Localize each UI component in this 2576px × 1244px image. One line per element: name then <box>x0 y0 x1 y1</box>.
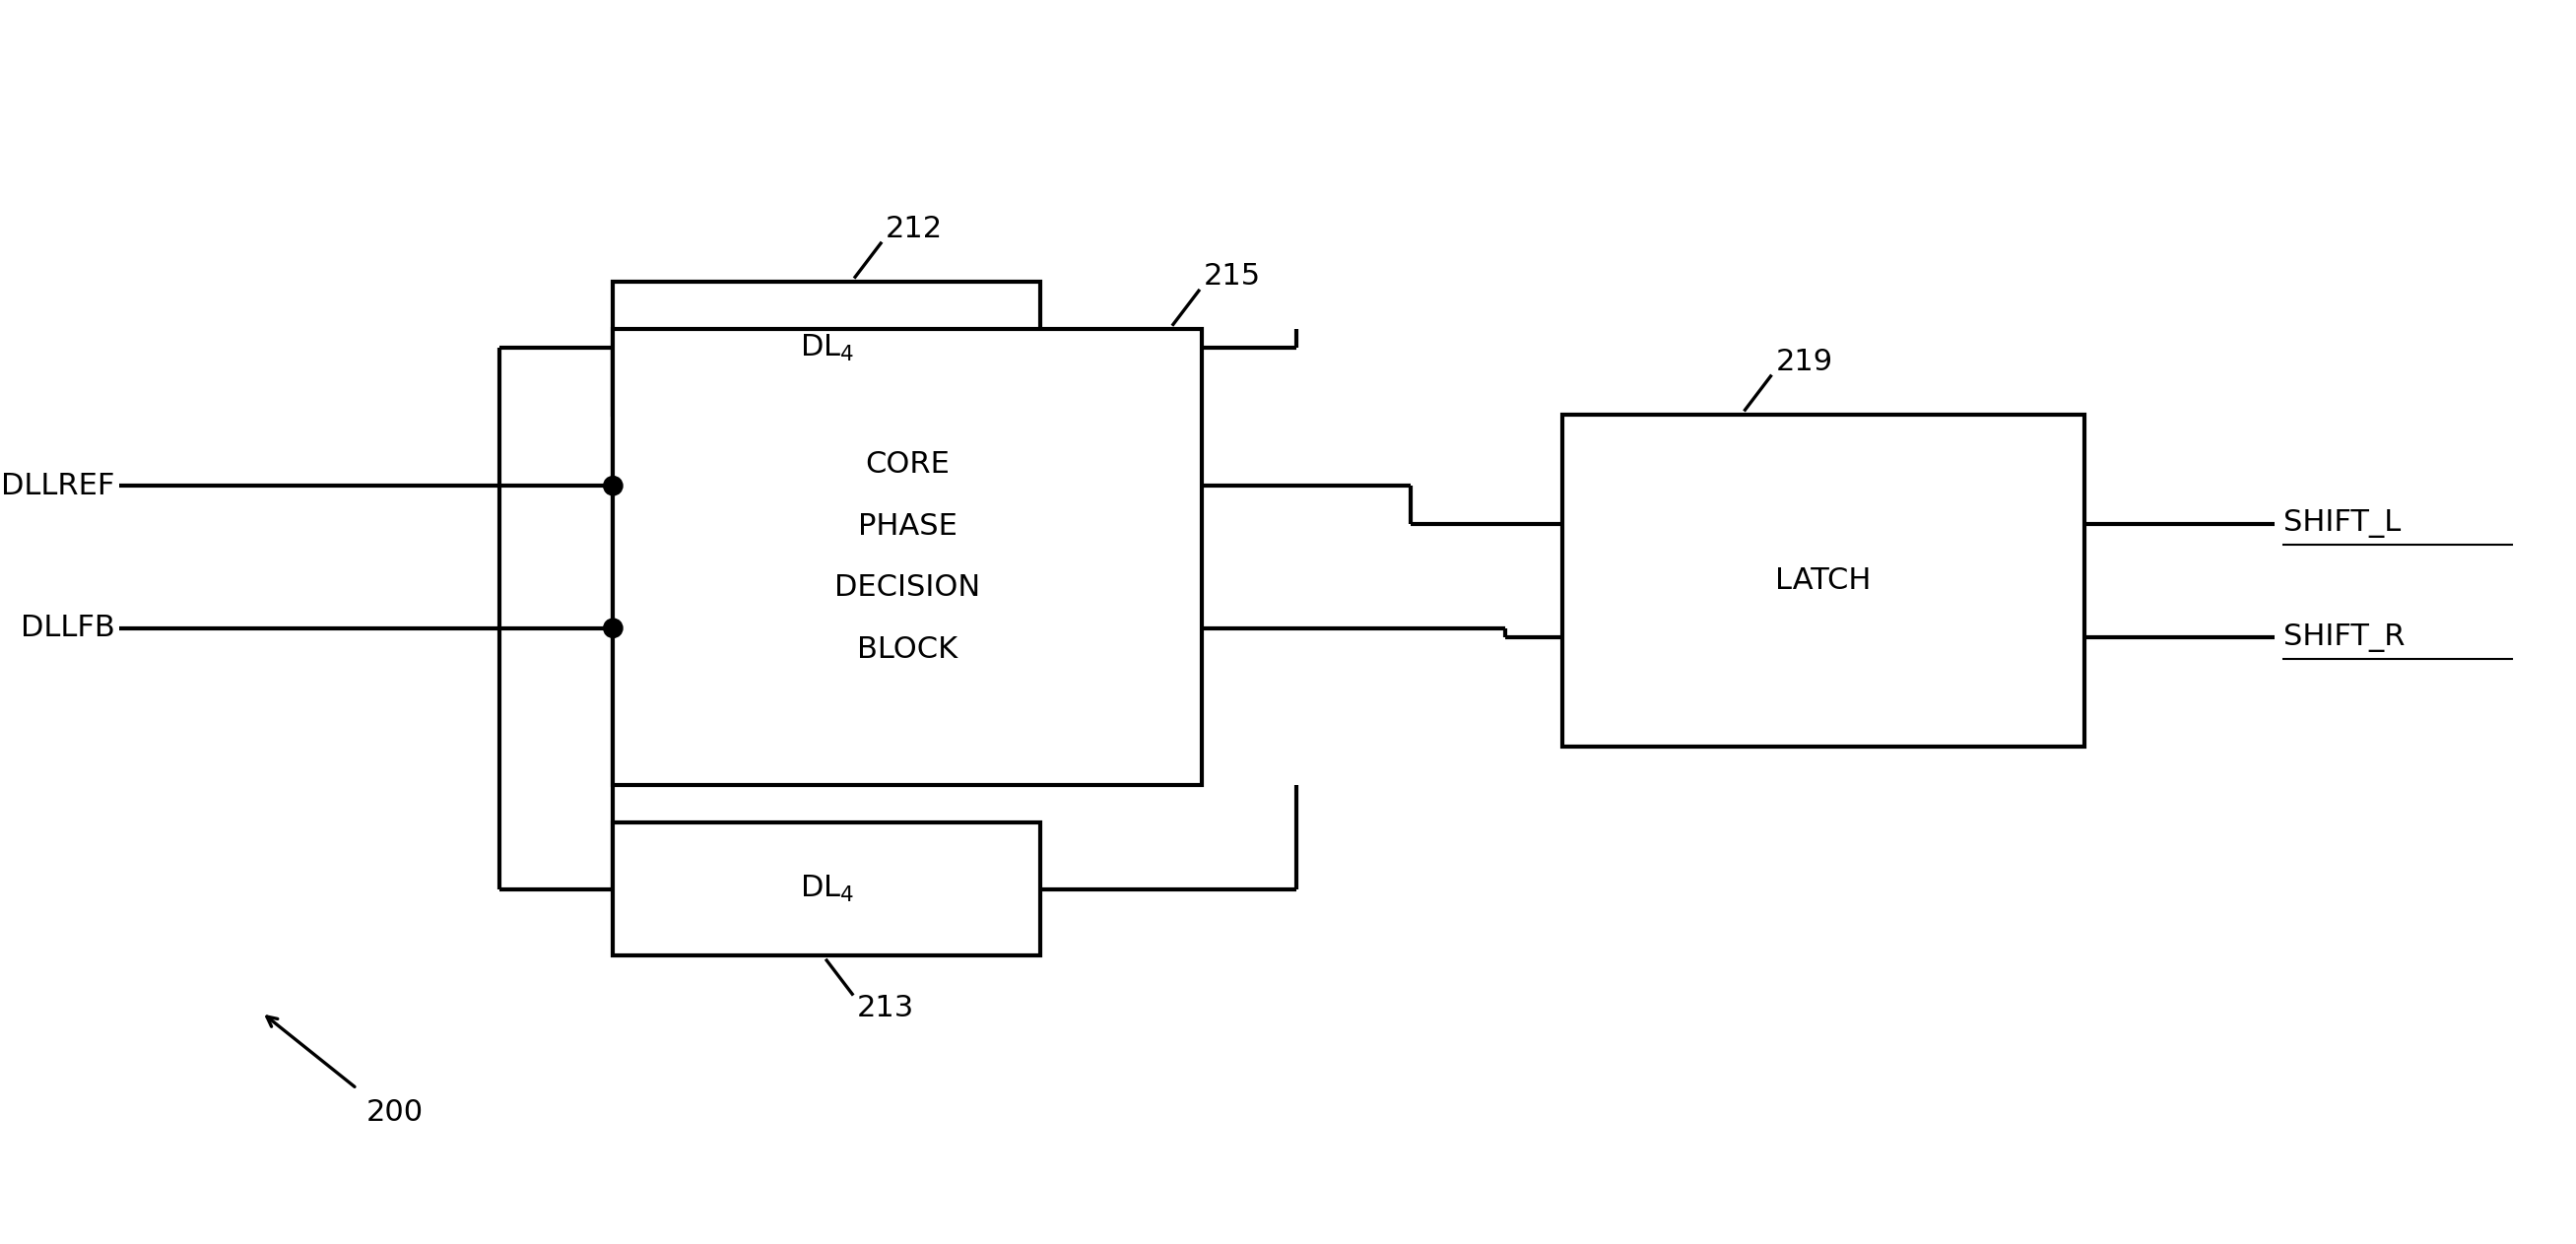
Circle shape <box>603 476 623 495</box>
Text: DLLFB: DLLFB <box>21 613 116 642</box>
Text: LATCH: LATCH <box>1775 566 1870 595</box>
Text: 215: 215 <box>1203 262 1260 291</box>
Text: DLLREF: DLLREF <box>0 471 116 500</box>
Text: $\mathrm{DL_4}$: $\mathrm{DL_4}$ <box>799 333 853 363</box>
Text: 213: 213 <box>858 994 914 1023</box>
Text: 212: 212 <box>886 215 943 244</box>
Text: BLOCK: BLOCK <box>858 636 958 664</box>
Text: PHASE: PHASE <box>858 511 958 540</box>
FancyBboxPatch shape <box>613 281 1041 414</box>
Text: DECISION: DECISION <box>835 573 981 602</box>
Text: SHIFT_L: SHIFT_L <box>2285 510 2401 539</box>
FancyBboxPatch shape <box>613 330 1200 785</box>
Text: $\mathrm{DL_4}$: $\mathrm{DL_4}$ <box>799 873 853 904</box>
FancyBboxPatch shape <box>1561 414 2084 746</box>
Circle shape <box>603 618 623 638</box>
Text: 200: 200 <box>366 1098 422 1127</box>
FancyBboxPatch shape <box>613 822 1041 955</box>
Text: 219: 219 <box>1775 347 1832 376</box>
Text: CORE: CORE <box>866 450 951 479</box>
Text: SHIFT_R: SHIFT_R <box>2285 623 2406 652</box>
